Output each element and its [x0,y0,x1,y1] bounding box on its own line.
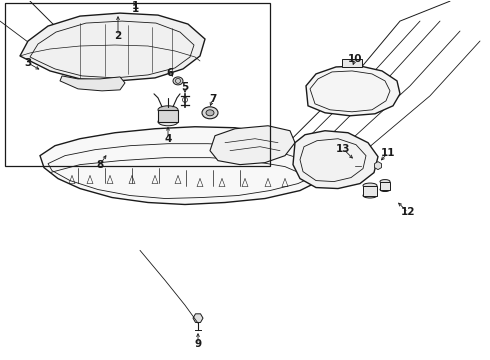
Polygon shape [342,59,362,67]
Polygon shape [158,110,178,122]
Ellipse shape [380,188,390,192]
Text: 1: 1 [131,4,139,14]
Polygon shape [193,314,203,323]
Text: 5: 5 [181,82,189,92]
Polygon shape [306,66,400,116]
Ellipse shape [363,183,377,188]
Polygon shape [40,127,328,204]
Text: 3: 3 [24,58,32,68]
Text: 9: 9 [195,339,201,349]
Polygon shape [380,181,390,190]
Ellipse shape [202,107,218,119]
Ellipse shape [363,193,377,198]
Text: 8: 8 [97,159,103,170]
Text: 6: 6 [167,68,173,78]
Polygon shape [374,162,381,170]
Polygon shape [363,185,377,195]
Text: 13: 13 [336,144,350,154]
Ellipse shape [158,118,178,126]
Polygon shape [210,126,295,165]
Text: 10: 10 [348,54,362,64]
Polygon shape [293,131,378,189]
Circle shape [354,162,362,170]
Ellipse shape [158,106,178,114]
Text: 1: 1 [131,1,139,11]
Polygon shape [20,13,205,81]
Text: 4: 4 [164,134,171,144]
Text: 7: 7 [209,94,217,104]
Ellipse shape [173,77,183,85]
Ellipse shape [206,110,214,116]
Text: 2: 2 [114,31,122,41]
Text: 12: 12 [401,207,415,217]
Text: 11: 11 [381,148,395,158]
Ellipse shape [380,180,390,184]
Polygon shape [60,76,125,91]
